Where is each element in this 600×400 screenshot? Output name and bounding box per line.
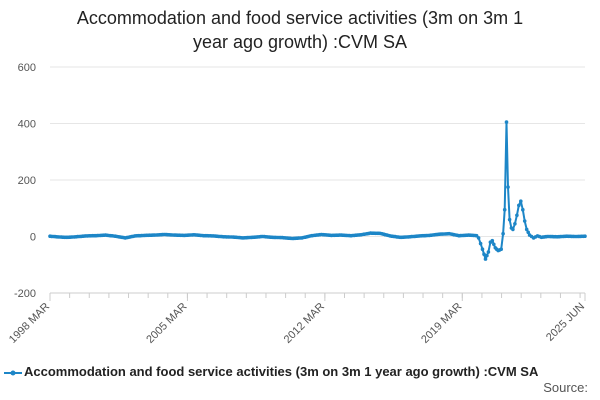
data-point bbox=[485, 253, 489, 258]
data-point bbox=[524, 227, 529, 232]
data-point bbox=[513, 222, 517, 226]
data-point bbox=[492, 242, 496, 247]
x-tick-label: 2025 JUN bbox=[544, 301, 587, 344]
data-point bbox=[480, 247, 485, 251]
y-tick-label: -200 bbox=[14, 288, 36, 300]
x-tick-label: 2019 MAR bbox=[419, 301, 464, 346]
data-point bbox=[482, 252, 486, 256]
data-point bbox=[476, 236, 481, 240]
data-point bbox=[515, 213, 519, 218]
data-point bbox=[504, 120, 509, 124]
data-point bbox=[478, 241, 483, 246]
legend-series-label: Accommodation and food service activitie… bbox=[24, 364, 539, 379]
y-tick-label: 600 bbox=[18, 62, 36, 74]
data-point bbox=[507, 217, 512, 222]
chart-title: Accommodation and food service activitie… bbox=[0, 6, 600, 54]
data-point bbox=[519, 199, 523, 203]
data-point bbox=[583, 234, 587, 238]
chart-title-line-2: year ago growth) :CVM SA bbox=[192, 32, 408, 52]
data-point bbox=[511, 227, 515, 232]
data-point bbox=[521, 207, 525, 212]
y-tick-label: 0 bbox=[30, 232, 36, 244]
x-tick-label: 2005 MAR bbox=[144, 301, 189, 346]
data-point bbox=[526, 230, 530, 235]
x-tick-label: 2012 MAR bbox=[282, 301, 327, 346]
chart-title-line-1: Accommodation and food service activitie… bbox=[76, 8, 524, 28]
y-tick-label: 400 bbox=[18, 119, 36, 131]
y-tick-label: 200 bbox=[18, 175, 36, 187]
legend-series-swatch bbox=[4, 370, 22, 376]
data-point bbox=[486, 250, 491, 254]
series-layer bbox=[48, 120, 587, 261]
source-label: Source: bbox=[543, 380, 588, 395]
data-point bbox=[499, 247, 504, 251]
x-tick-label: 1998 MAR bbox=[7, 301, 52, 346]
data-point bbox=[502, 207, 507, 212]
data-point bbox=[501, 231, 505, 236]
legend[interactable]: Accommodation and food service activitie… bbox=[4, 364, 600, 379]
axes: -200 0 200 400 600 1998 MAR 2005 MAR 2012 MAR 20… bbox=[7, 62, 587, 346]
data-point bbox=[517, 203, 521, 208]
data-point bbox=[522, 219, 527, 223]
data-point bbox=[506, 185, 510, 189]
data-point bbox=[490, 238, 495, 243]
data-point bbox=[483, 257, 488, 261]
